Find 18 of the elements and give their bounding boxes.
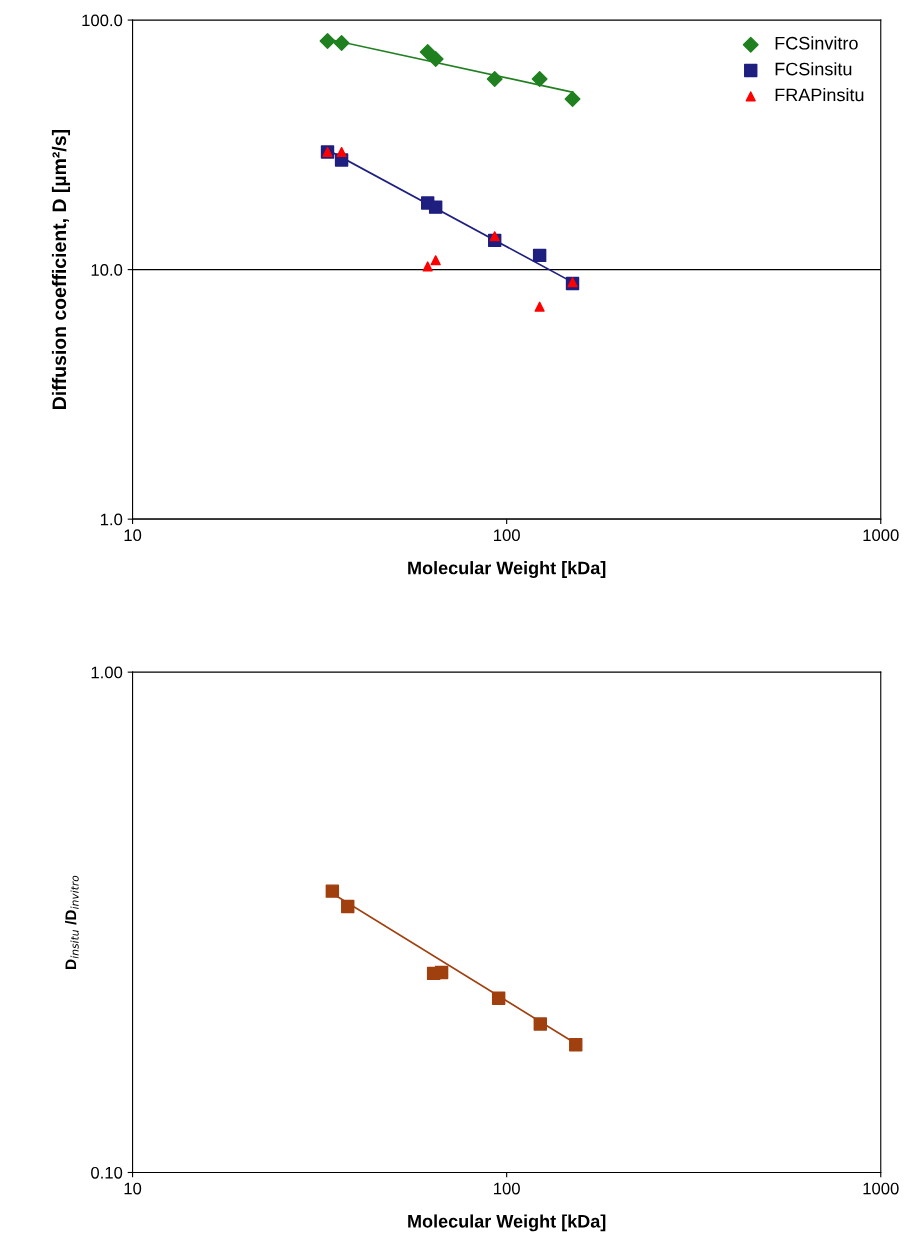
x-tick-label: 10 [124,529,142,542]
x-tick-label: 1000 [863,529,899,542]
legend-label: FCSinsitu [775,62,852,76]
x-tick-label: 10 [124,1182,142,1195]
y-axis-title: Diffusion coefficient, D [µm²/s] [51,130,71,409]
y-axis-title: D$_{insitu}$ /D$_{invitro}$ [64,875,79,969]
legend-label: FCSinvitro [775,36,858,50]
x-tick-label: 100 [494,1182,520,1195]
legend-label: FRAPinsitu [775,88,864,102]
x-tick-label: 1000 [863,1182,899,1195]
x-axis-title: Molecular Weight [kDa] [408,561,606,578]
y-tick-label: 100.0 [82,14,123,27]
y-tick-label: 1.00 [91,666,123,679]
x-tick-label: 100 [494,529,520,542]
y-tick-label: 10.0 [91,264,123,276]
y-tick-label: 1.0 [100,513,123,526]
x-axis-title: Molecular Weight [kDa] [408,1214,606,1232]
y-tick-label: 0.10 [91,1166,123,1179]
